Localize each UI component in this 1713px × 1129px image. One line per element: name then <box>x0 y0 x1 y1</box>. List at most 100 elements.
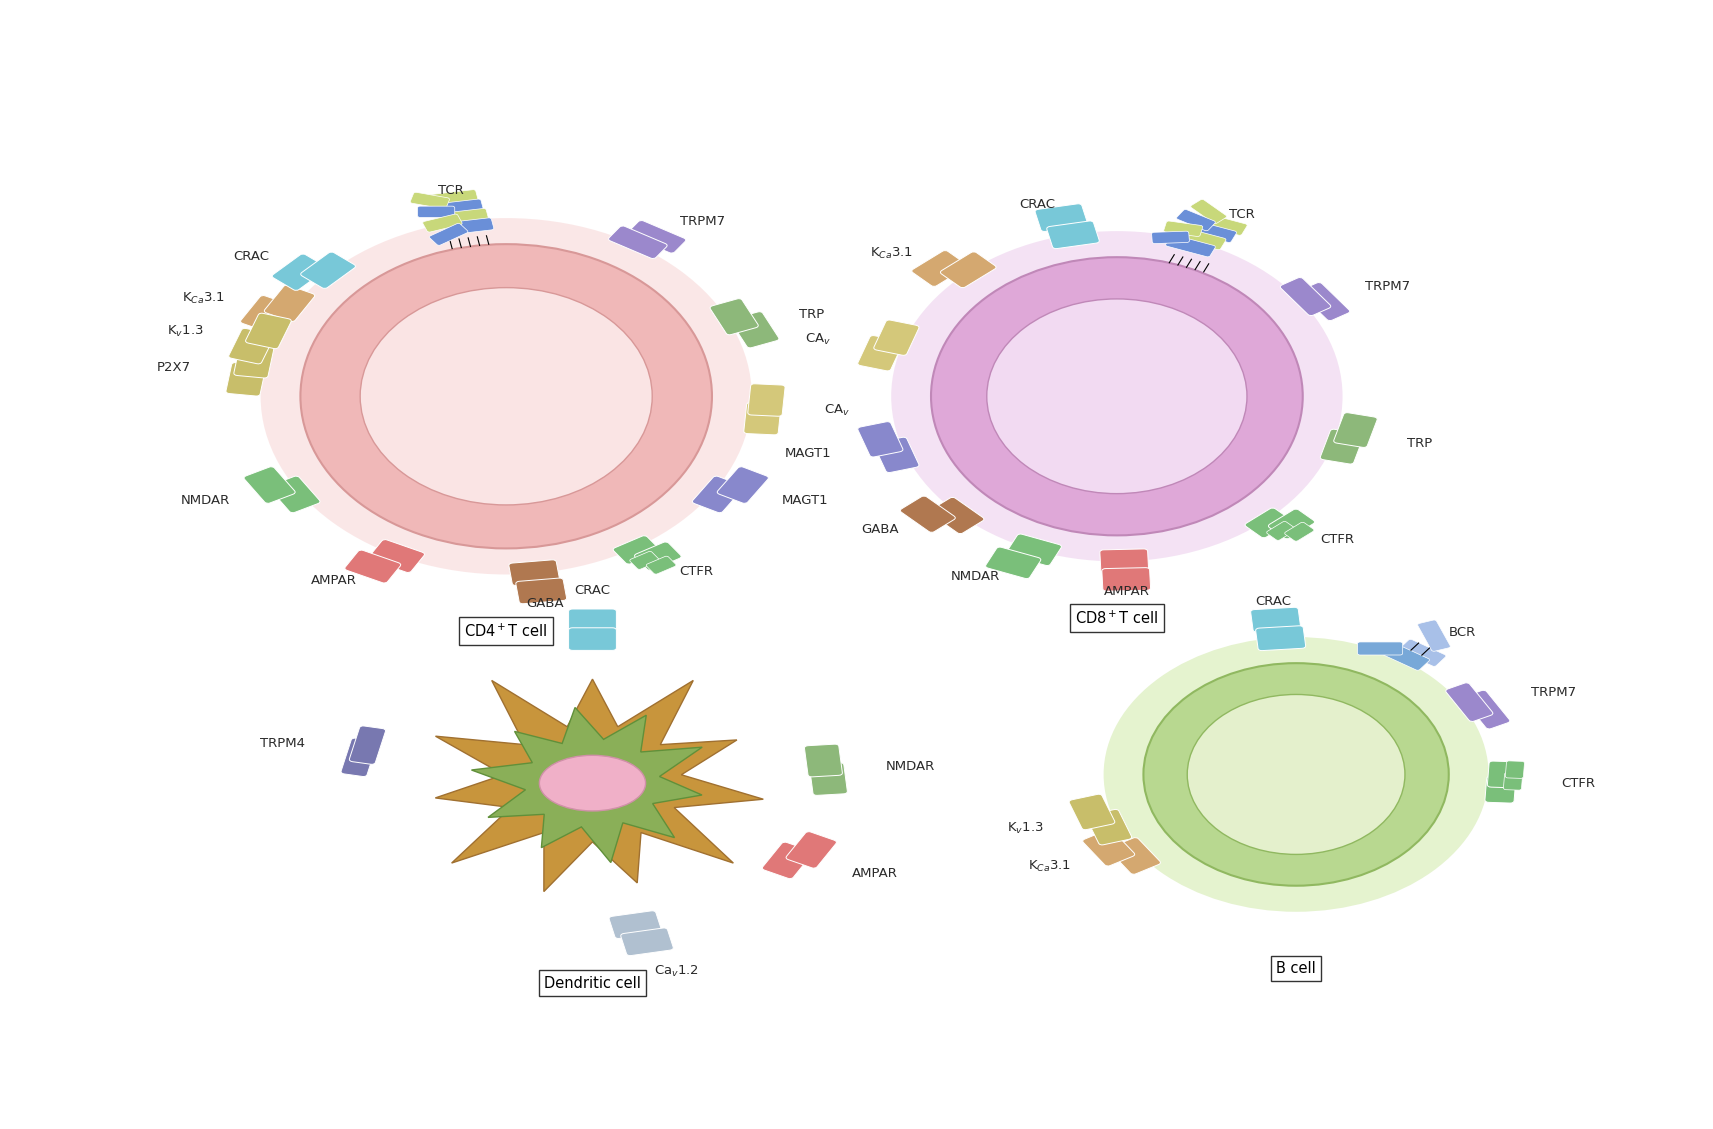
FancyBboxPatch shape <box>627 220 685 253</box>
FancyBboxPatch shape <box>1446 683 1494 721</box>
FancyBboxPatch shape <box>1266 522 1297 541</box>
FancyBboxPatch shape <box>743 402 781 435</box>
Text: TRPM7: TRPM7 <box>680 215 725 228</box>
FancyBboxPatch shape <box>762 842 812 878</box>
FancyBboxPatch shape <box>368 540 425 572</box>
Text: GABA: GABA <box>862 523 898 536</box>
FancyBboxPatch shape <box>439 209 488 226</box>
FancyBboxPatch shape <box>1268 509 1314 539</box>
Text: TRPM4: TRPM4 <box>260 736 305 750</box>
Text: CRAC: CRAC <box>1019 199 1055 211</box>
FancyBboxPatch shape <box>1177 228 1227 250</box>
FancyBboxPatch shape <box>1006 534 1062 566</box>
FancyBboxPatch shape <box>1298 282 1350 321</box>
Text: NMDAR: NMDAR <box>886 760 935 773</box>
Text: AMPAR: AMPAR <box>851 867 898 879</box>
FancyBboxPatch shape <box>1334 412 1377 447</box>
FancyBboxPatch shape <box>1463 690 1509 729</box>
FancyBboxPatch shape <box>444 218 493 235</box>
FancyBboxPatch shape <box>341 738 377 777</box>
FancyBboxPatch shape <box>858 421 903 457</box>
FancyBboxPatch shape <box>235 344 274 378</box>
Text: AMPAR: AMPAR <box>310 574 356 587</box>
FancyBboxPatch shape <box>1250 607 1300 632</box>
Text: K$_{Ca}$3.1: K$_{Ca}$3.1 <box>182 291 224 306</box>
FancyBboxPatch shape <box>349 726 385 764</box>
Ellipse shape <box>1103 637 1489 912</box>
Text: K$_{Ca}$3.1: K$_{Ca}$3.1 <box>1028 859 1071 874</box>
FancyBboxPatch shape <box>1197 213 1247 235</box>
FancyBboxPatch shape <box>1177 210 1216 230</box>
FancyBboxPatch shape <box>569 628 617 650</box>
FancyBboxPatch shape <box>1245 508 1292 537</box>
Text: K$_v$1.3: K$_v$1.3 <box>1007 821 1043 835</box>
FancyBboxPatch shape <box>1321 429 1364 464</box>
FancyBboxPatch shape <box>245 313 291 349</box>
Text: Ca$_v$1.2: Ca$_v$1.2 <box>654 964 697 979</box>
FancyBboxPatch shape <box>272 254 327 290</box>
FancyBboxPatch shape <box>810 763 848 795</box>
FancyBboxPatch shape <box>1069 794 1115 830</box>
FancyBboxPatch shape <box>711 299 759 335</box>
FancyBboxPatch shape <box>243 466 295 504</box>
FancyBboxPatch shape <box>928 497 983 534</box>
Ellipse shape <box>300 244 713 549</box>
FancyBboxPatch shape <box>692 476 743 513</box>
Text: TCR: TCR <box>1228 209 1254 221</box>
FancyBboxPatch shape <box>1191 200 1227 224</box>
FancyBboxPatch shape <box>569 609 617 631</box>
FancyBboxPatch shape <box>1187 220 1237 243</box>
FancyBboxPatch shape <box>1100 549 1148 572</box>
FancyBboxPatch shape <box>1357 642 1403 655</box>
FancyBboxPatch shape <box>409 192 449 209</box>
Ellipse shape <box>932 257 1304 535</box>
Text: CTFR: CTFR <box>1561 777 1595 790</box>
FancyBboxPatch shape <box>428 190 478 207</box>
Text: TRP: TRP <box>1406 437 1432 450</box>
FancyBboxPatch shape <box>1163 221 1203 236</box>
FancyBboxPatch shape <box>630 551 660 569</box>
Text: CA$_v$: CA$_v$ <box>824 403 850 419</box>
FancyBboxPatch shape <box>1151 231 1189 244</box>
Ellipse shape <box>1143 663 1449 886</box>
FancyBboxPatch shape <box>1504 772 1523 790</box>
FancyBboxPatch shape <box>264 285 315 322</box>
FancyBboxPatch shape <box>423 215 463 233</box>
FancyBboxPatch shape <box>1285 523 1314 541</box>
FancyBboxPatch shape <box>344 550 401 583</box>
Text: GABA: GABA <box>526 597 564 610</box>
FancyBboxPatch shape <box>1165 235 1216 257</box>
Text: CRAC: CRAC <box>1256 595 1292 607</box>
Text: TRPM7: TRPM7 <box>1365 280 1410 294</box>
Text: TCR: TCR <box>439 184 464 198</box>
FancyBboxPatch shape <box>1047 221 1100 248</box>
FancyBboxPatch shape <box>230 329 274 364</box>
Text: P2X7: P2X7 <box>156 361 190 374</box>
FancyBboxPatch shape <box>226 362 266 396</box>
Ellipse shape <box>360 288 653 505</box>
Text: Dendritic cell: Dendritic cell <box>545 975 641 990</box>
Text: CRAC: CRAC <box>574 584 610 597</box>
Polygon shape <box>435 680 764 892</box>
Ellipse shape <box>891 231 1343 561</box>
FancyBboxPatch shape <box>418 207 454 218</box>
FancyBboxPatch shape <box>1083 830 1134 866</box>
FancyBboxPatch shape <box>269 476 320 513</box>
FancyBboxPatch shape <box>940 252 995 288</box>
Text: K$_v$1.3: K$_v$1.3 <box>166 324 204 340</box>
Text: K$_{Ca}$3.1: K$_{Ca}$3.1 <box>870 246 913 261</box>
FancyBboxPatch shape <box>608 226 666 259</box>
Text: B cell: B cell <box>1276 961 1316 975</box>
FancyBboxPatch shape <box>731 312 779 348</box>
FancyBboxPatch shape <box>874 437 918 473</box>
Ellipse shape <box>540 755 646 811</box>
FancyBboxPatch shape <box>858 335 903 371</box>
FancyBboxPatch shape <box>1086 809 1132 844</box>
FancyBboxPatch shape <box>509 560 560 586</box>
FancyBboxPatch shape <box>911 251 968 287</box>
FancyBboxPatch shape <box>1101 568 1151 592</box>
FancyBboxPatch shape <box>613 535 660 564</box>
FancyBboxPatch shape <box>634 542 682 570</box>
Text: BCR: BCR <box>1449 625 1475 639</box>
FancyBboxPatch shape <box>874 320 918 356</box>
